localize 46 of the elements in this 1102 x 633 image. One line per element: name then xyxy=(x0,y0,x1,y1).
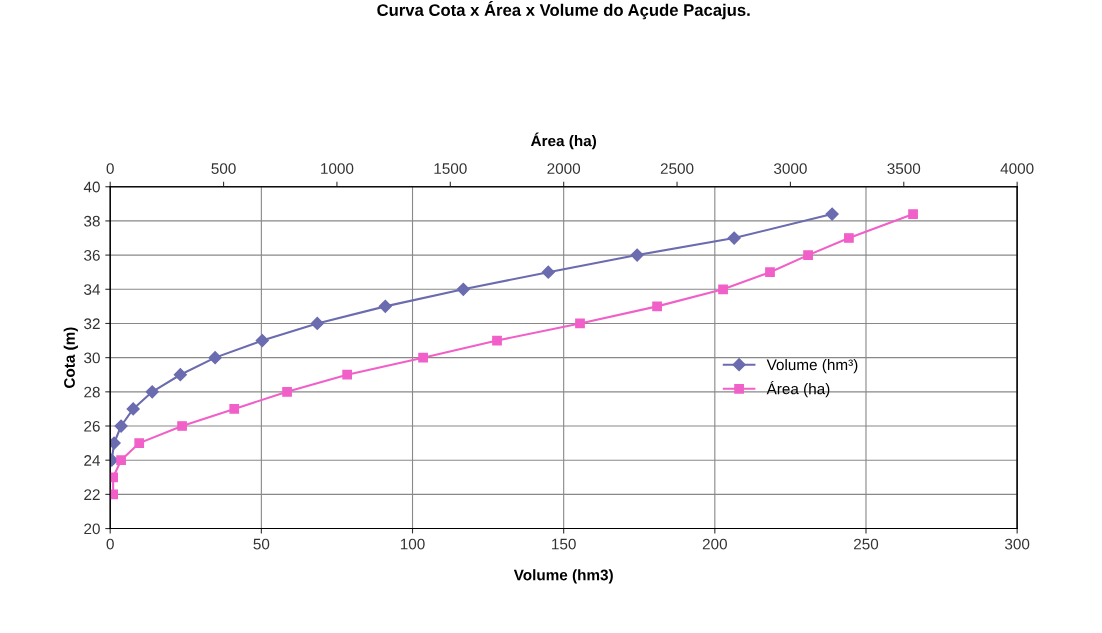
x-tick-label: 100 xyxy=(400,538,425,550)
x2-tick-label: 2000 xyxy=(547,163,581,174)
x-axis-title: Volume (hm3) xyxy=(513,569,613,584)
point xyxy=(825,207,839,221)
point xyxy=(173,368,187,382)
x2-tick-label: 3500 xyxy=(887,163,921,174)
y-tick-label: 34 xyxy=(84,284,101,295)
x2-tick-label: 500 xyxy=(211,163,236,174)
point xyxy=(456,282,470,296)
point xyxy=(541,265,555,279)
y-tick-label: 36 xyxy=(84,249,100,261)
y-tick-label: 28 xyxy=(84,386,100,398)
x-tick-label: 200 xyxy=(702,538,727,550)
point xyxy=(310,316,324,331)
point xyxy=(208,351,222,365)
point xyxy=(727,231,741,245)
x-tick-label: 50 xyxy=(253,538,270,550)
y-tick-label: 40 xyxy=(83,181,100,193)
x2-axis-title: Área (ha) xyxy=(530,132,597,150)
y-tick-label: 24 xyxy=(84,455,101,466)
x2-tick-label: 2500 xyxy=(660,163,694,174)
y-axis-title: Cota (m) xyxy=(63,327,78,388)
point xyxy=(145,385,159,399)
x-tick-label: 150 xyxy=(552,538,576,550)
point xyxy=(630,248,644,262)
point xyxy=(126,402,140,416)
legend-label: Área (ha) xyxy=(766,380,830,398)
y-tick-label: 20 xyxy=(84,523,100,535)
y-tick-label: 30 xyxy=(84,352,100,364)
y-tick-label: 22 xyxy=(84,489,100,500)
x2-tick-label: 1500 xyxy=(434,163,467,174)
y-tick-label: 32 xyxy=(84,318,100,330)
x-tick-label: 300 xyxy=(1004,538,1030,550)
x-tick-label: 250 xyxy=(854,538,879,550)
x2-tick-label: 1000 xyxy=(321,163,354,174)
point xyxy=(114,419,128,433)
legend-label: Volume (hm³) xyxy=(766,359,858,374)
chart-title: Curva Cota x Área x Volume do Açude Pacajus. xyxy=(377,1,750,20)
point xyxy=(255,333,269,348)
x-tick-label: 0 xyxy=(106,538,114,550)
x2-tick-label: 3000 xyxy=(774,163,807,174)
x2-tick-label: 4000 xyxy=(1000,163,1034,174)
y-tick-label: 38 xyxy=(84,215,100,227)
x2-tick-label: 0 xyxy=(106,163,114,174)
y-tick-label: 26 xyxy=(84,420,100,432)
point xyxy=(378,299,392,313)
